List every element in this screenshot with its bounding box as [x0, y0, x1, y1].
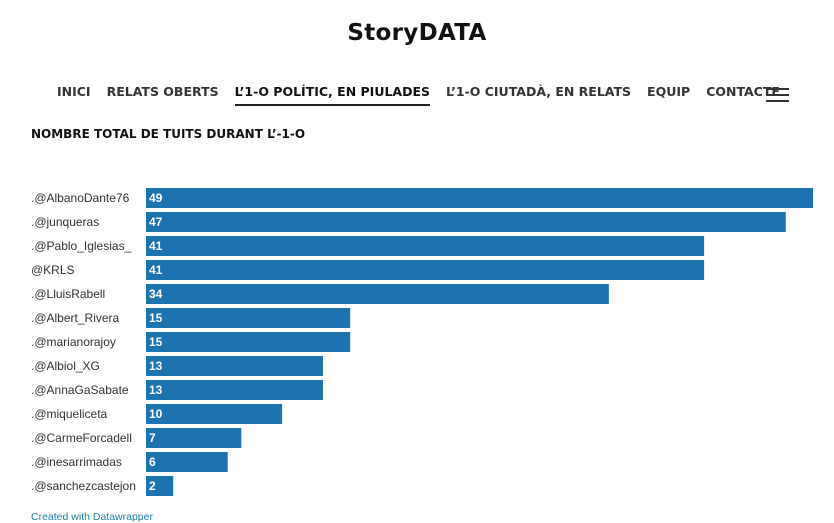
bar-value-label: 13	[149, 359, 163, 373]
category-label: .@LluisRabell	[31, 287, 105, 301]
bar	[146, 452, 228, 472]
bar-value-label: 6	[149, 455, 156, 469]
category-label: .@sanchezcastejon	[31, 479, 136, 493]
chart-title: NOMBRE TOTAL DE TUITS DURANT L’-1-O	[31, 127, 306, 141]
nav-item-3[interactable]: L’1-O CIUTADÀ, EN RELATS	[446, 84, 632, 99]
bar-chart: .@AlbanoDante76 49 .@junqueras 47 .@Pablo_Ig…	[31, 188, 813, 496]
category-label: .@AnnaGaSabate	[31, 383, 129, 397]
bar	[146, 236, 705, 256]
bar-value-label: 47	[149, 215, 163, 229]
bar	[146, 428, 242, 448]
category-label: .@AlbanoDante76	[31, 191, 130, 205]
bar	[146, 332, 351, 352]
nav-item-0[interactable]: INICI	[57, 84, 91, 99]
bar-value-label: 34	[149, 287, 163, 301]
category-label: .@Albert_Rivera	[31, 311, 120, 325]
bar	[146, 356, 323, 376]
main-navigation: INICI RELATS OBERTS L’1-O POLÍTIC, EN PIUL…	[57, 84, 796, 106]
bar-value-label: 2	[149, 479, 156, 493]
bar-value-label: 7	[149, 431, 156, 445]
datawrapper-credit-link[interactable]: Created with Datawrapper	[31, 511, 153, 523]
category-label: .@miqueliceta	[31, 407, 108, 421]
bar-value-label: 49	[149, 191, 163, 205]
category-label: .@Pablo_Iglesias_	[31, 239, 132, 253]
bar-value-label: 10	[149, 407, 163, 421]
bar-value-label: 13	[149, 383, 163, 397]
bar	[146, 260, 705, 280]
bar	[146, 212, 786, 232]
bar	[146, 380, 323, 400]
bar-value-label: 15	[149, 335, 163, 349]
nav-item-1[interactable]: RELATS OBERTS	[106, 84, 219, 99]
category-label: .@inesarrimadas	[31, 455, 122, 469]
bar	[146, 284, 609, 304]
category-label: .@CarmeForcadell	[31, 431, 132, 445]
bar	[146, 476, 174, 496]
nav-item-4[interactable]: EQUIP	[647, 84, 691, 99]
site-logo[interactable]: StoryDATA	[347, 20, 487, 46]
bar-value-label: 41	[149, 239, 163, 253]
category-label: .@junqueras	[31, 215, 99, 229]
bar-value-label: 41	[149, 263, 163, 277]
bar	[146, 188, 813, 208]
category-label: @KRLS	[31, 263, 75, 277]
category-label: .@Albiol_XG	[31, 359, 100, 373]
category-label: .@marianorajoy	[31, 335, 116, 349]
hamburger-menu-icon[interactable]	[766, 88, 789, 102]
nav-item-2[interactable]: L’1-O POLÍTIC, EN PIULADES	[234, 84, 431, 106]
bar	[146, 404, 283, 424]
bar-value-label: 15	[149, 311, 163, 325]
nav-item-5[interactable]: CONTACTE	[706, 84, 780, 99]
bar	[146, 308, 351, 328]
